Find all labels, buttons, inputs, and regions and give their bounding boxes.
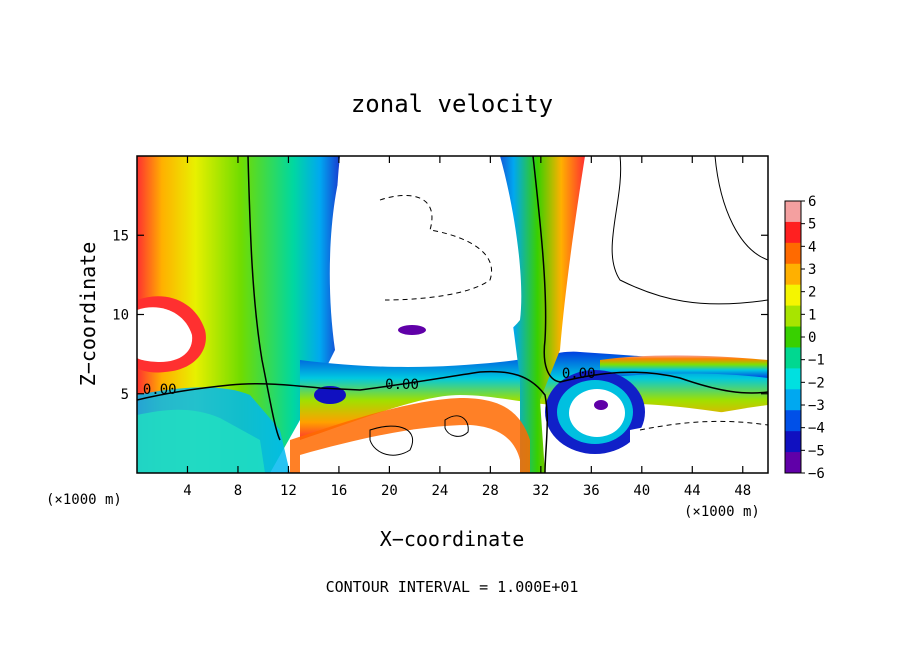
colorbar-label: −3: [808, 398, 825, 414]
colorbar-label: 2: [808, 285, 816, 301]
contour-label: 0.00: [385, 377, 419, 393]
x-tick-label: 4: [183, 483, 191, 499]
colorbar-swatch: [785, 242, 801, 265]
colorbar-swatch: [785, 263, 801, 286]
colorbar-swatch: [785, 326, 801, 348]
colorbar-label: 0: [808, 330, 816, 346]
contour-label: 0.00: [143, 382, 177, 398]
colorbar-label: 1: [808, 307, 816, 323]
colorbar-swatch: [785, 201, 801, 223]
colorbar-swatch: [785, 410, 801, 432]
colorbar-swatch: [785, 305, 801, 328]
y-axis-label: Z−coordinate: [76, 242, 100, 387]
chart-title: zonal velocity: [351, 90, 553, 118]
x-axis-label: X−coordinate: [380, 527, 525, 551]
x-tick-label: 40: [633, 483, 650, 499]
contour-labels: 0.00 0.00 0.00: [143, 366, 596, 398]
velocity-field: [137, 156, 768, 473]
x-tick-label: 36: [583, 483, 600, 499]
x-tick-label: 16: [330, 483, 347, 499]
colorbar-swatch: [785, 284, 801, 307]
colorbar-label: −1: [808, 353, 825, 369]
colorbar-label: −2: [808, 375, 825, 391]
x-tick-label: 12: [280, 483, 297, 499]
x-tick-label: 48: [734, 483, 751, 499]
colorbar-swatch: [785, 431, 801, 453]
colorbar-swatch: [785, 347, 801, 369]
x-tick-label: 20: [381, 483, 398, 499]
x-axis: 4 8 12 16 20 24 28 32 36 40 44 48: [183, 156, 751, 499]
x-unit-label: (×1000 m): [684, 504, 760, 520]
z-unit-label: (×1000 m): [46, 492, 122, 508]
y-tick-label: 15: [112, 228, 129, 244]
contour-label: 0.00: [562, 366, 596, 382]
y-axis: 5 10 15: [112, 228, 768, 403]
colorbar-label: −4: [808, 421, 825, 437]
x-tick-label: 24: [431, 483, 448, 499]
x-tick-label: 28: [482, 483, 499, 499]
colorbar: 6 5 4 3 2 1 0 −1 −2 −3 −4 −5 −6: [784, 194, 825, 482]
colorbar-label: −5: [808, 443, 825, 459]
colorbar-label: 3: [808, 262, 816, 278]
x-tick-label: 44: [684, 483, 701, 499]
contour-interval-note: CONTOUR INTERVAL = 1.000E+01: [326, 578, 579, 596]
y-tick-label: 5: [121, 387, 129, 403]
colorbar-label: 6: [808, 194, 816, 210]
colorbar-label: 5: [808, 217, 816, 233]
colorbar-swatch: [785, 368, 801, 390]
colorbar-swatch: [785, 221, 801, 244]
colorbar-label: 4: [808, 239, 816, 255]
colorbar-swatch: [785, 389, 801, 411]
colorbar-label: −6: [808, 466, 825, 482]
x-tick-label: 8: [234, 483, 242, 499]
y-tick-label: 10: [112, 308, 129, 324]
x-tick-label: 32: [532, 483, 549, 499]
colorbar-swatch: [785, 452, 801, 474]
